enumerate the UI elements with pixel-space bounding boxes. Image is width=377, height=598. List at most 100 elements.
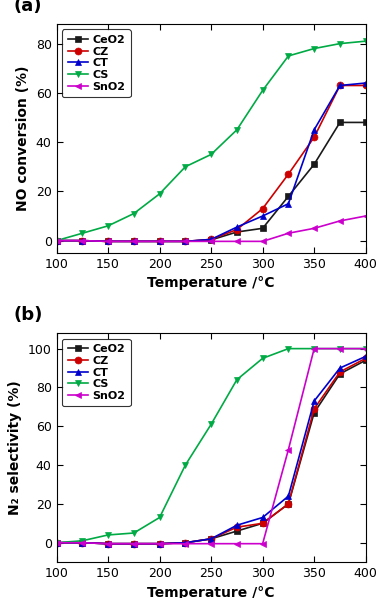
CS	[54, 237, 59, 244]
SnO2	[261, 540, 265, 547]
CT	[312, 398, 316, 405]
CS	[338, 40, 342, 47]
SnO2	[132, 540, 136, 547]
CZ	[209, 236, 213, 243]
SnO2	[54, 539, 59, 547]
SnO2	[312, 345, 316, 352]
CeO2	[80, 237, 84, 244]
Line: CZ: CZ	[53, 355, 369, 547]
CS	[234, 126, 239, 133]
CT	[363, 353, 368, 360]
CeO2	[363, 356, 368, 364]
Y-axis label: NO conversion (%): NO conversion (%)	[16, 66, 30, 211]
CS	[157, 190, 162, 197]
CZ	[338, 82, 342, 89]
CeO2	[209, 535, 213, 542]
CZ	[54, 539, 59, 547]
CS	[286, 53, 291, 60]
CeO2	[209, 236, 213, 243]
CS	[183, 163, 188, 170]
SnO2	[209, 540, 213, 547]
CZ	[286, 170, 291, 178]
CS	[80, 230, 84, 237]
SnO2	[286, 230, 291, 237]
CT	[261, 514, 265, 521]
CeO2	[106, 238, 110, 245]
X-axis label: Temperature /°C: Temperature /°C	[147, 585, 275, 598]
CZ	[80, 237, 84, 244]
SnO2	[338, 217, 342, 224]
SnO2	[80, 237, 84, 244]
SnO2	[132, 238, 136, 245]
CeO2	[234, 527, 239, 535]
CS	[338, 345, 342, 352]
SnO2	[80, 539, 84, 547]
CS	[106, 532, 110, 539]
CZ	[106, 540, 110, 547]
CT	[209, 236, 213, 243]
CT	[54, 237, 59, 244]
CS	[54, 539, 59, 547]
CeO2	[363, 119, 368, 126]
CS	[132, 210, 136, 217]
SnO2	[234, 540, 239, 547]
CZ	[312, 133, 316, 141]
CT	[80, 237, 84, 244]
CS	[209, 151, 213, 158]
CZ	[157, 238, 162, 245]
CT	[183, 539, 188, 547]
Legend: CeO2, CZ, CT, CS, SnO2: CeO2, CZ, CT, CS, SnO2	[62, 29, 131, 97]
Line: CS: CS	[53, 38, 369, 244]
CS	[363, 345, 368, 352]
CT	[261, 212, 265, 219]
CZ	[132, 238, 136, 245]
SnO2	[157, 540, 162, 547]
CT	[286, 493, 291, 500]
CS	[132, 529, 136, 536]
Line: CeO2: CeO2	[53, 357, 369, 547]
CeO2	[132, 540, 136, 547]
CT	[80, 539, 84, 547]
CT	[312, 126, 316, 133]
SnO2	[209, 238, 213, 245]
CT	[132, 540, 136, 547]
CZ	[261, 520, 265, 527]
X-axis label: Temperature /°C: Temperature /°C	[147, 276, 275, 291]
CeO2	[338, 119, 342, 126]
CZ	[157, 540, 162, 547]
CS	[106, 222, 110, 230]
CZ	[312, 405, 316, 413]
CT	[106, 238, 110, 245]
CeO2	[183, 238, 188, 245]
CeO2	[157, 540, 162, 547]
CT	[234, 224, 239, 231]
CZ	[132, 540, 136, 547]
SnO2	[312, 225, 316, 232]
CS	[183, 462, 188, 469]
Line: SnO2: SnO2	[53, 212, 369, 245]
CZ	[183, 539, 188, 547]
CeO2	[261, 520, 265, 527]
CS	[312, 345, 316, 352]
CZ	[363, 82, 368, 89]
SnO2	[183, 238, 188, 245]
CZ	[261, 205, 265, 212]
CZ	[234, 524, 239, 531]
Y-axis label: N₂ selectivity (%): N₂ selectivity (%)	[8, 380, 22, 515]
CZ	[286, 501, 291, 508]
SnO2	[234, 238, 239, 245]
Line: SnO2: SnO2	[53, 345, 369, 547]
SnO2	[157, 238, 162, 245]
CeO2	[183, 539, 188, 547]
CT	[157, 238, 162, 245]
CZ	[183, 238, 188, 245]
CT	[209, 535, 213, 542]
CZ	[363, 355, 368, 362]
CeO2	[157, 238, 162, 245]
CS	[312, 45, 316, 52]
CeO2	[261, 225, 265, 232]
CT	[363, 80, 368, 87]
CeO2	[80, 539, 84, 547]
CeO2	[312, 161, 316, 168]
CT	[132, 238, 136, 245]
